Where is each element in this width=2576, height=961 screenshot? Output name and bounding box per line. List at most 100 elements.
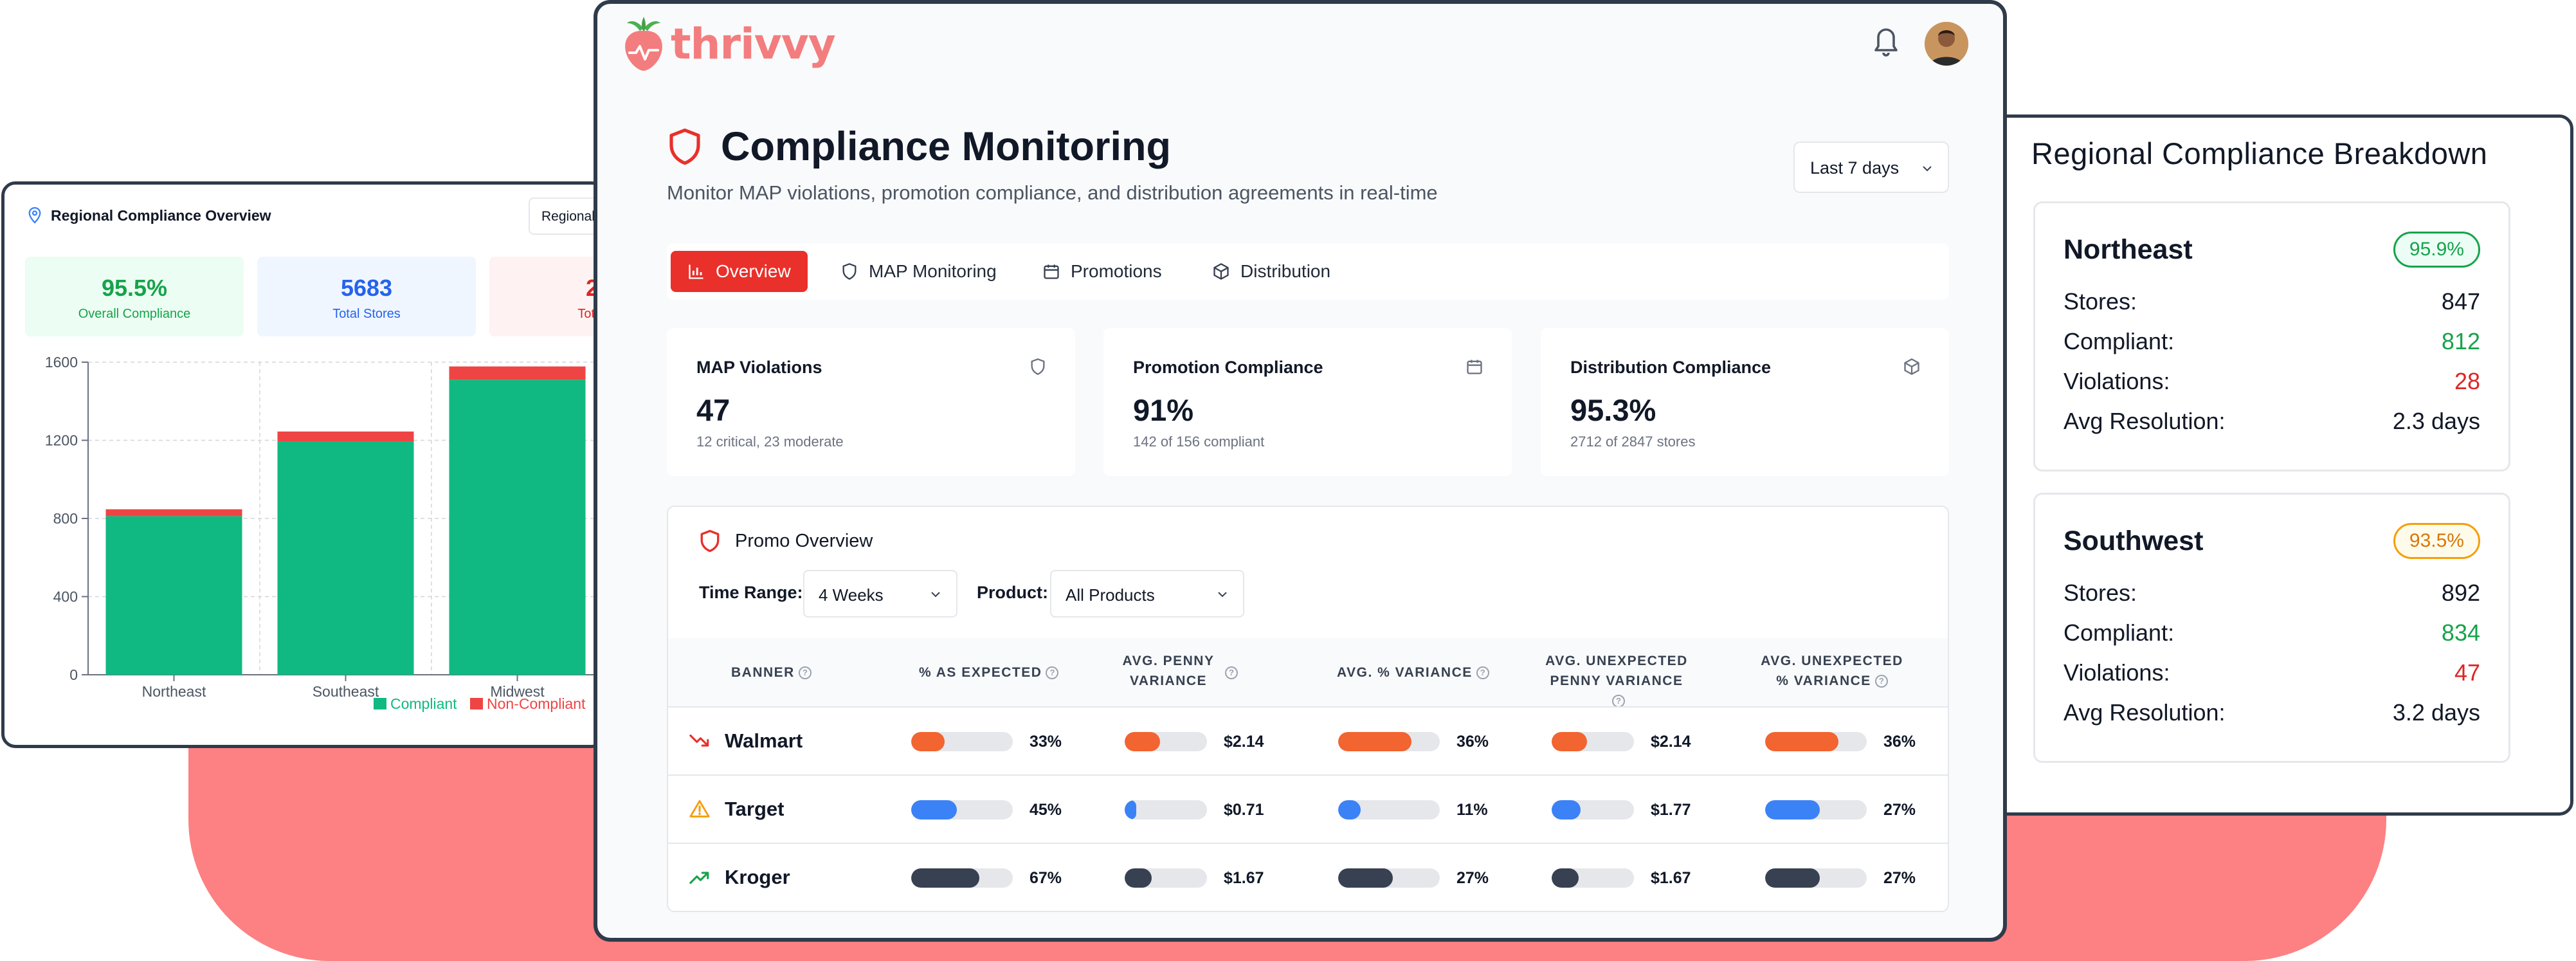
product-select[interactable]: All Products bbox=[1050, 570, 1244, 618]
metric-card-promotion-compliance: Promotion Compliance 91% 142 of 156 comp… bbox=[1103, 328, 1512, 476]
cell-value: 11% bbox=[1456, 800, 1488, 819]
tab-overview[interactable]: Overview bbox=[671, 251, 808, 292]
metric-title: MAP Violations bbox=[696, 358, 822, 377]
progress-track bbox=[911, 732, 1013, 751]
column-header-banner[interactable]: BANNER? bbox=[731, 663, 812, 682]
column-header-text: AVG. UNEXPECTED % VARIANCE bbox=[1761, 654, 1903, 688]
page-title: Compliance Monitoring bbox=[721, 124, 1171, 169]
column-header-as-expected[interactable]: % AS EXPECTED? bbox=[919, 663, 1059, 682]
progress-fill bbox=[1552, 868, 1579, 888]
tab-map-monitoring[interactable]: MAP Monitoring bbox=[824, 251, 1013, 292]
progress-track bbox=[1552, 800, 1634, 819]
cell-penny-variance: $2.14 bbox=[1125, 732, 1264, 751]
column-header-text: AVG. UNEXPECTED PENNY VARIANCE bbox=[1545, 654, 1688, 688]
info-icon: ? bbox=[1476, 666, 1489, 680]
progress-fill bbox=[911, 800, 957, 819]
metric-title: Distribution Compliance bbox=[1570, 358, 1772, 377]
column-header-unexpected-penny[interactable]: AVG. UNEXPECTED PENNY VARIANCE? bbox=[1543, 651, 1691, 711]
row-label: Avg Resolution: bbox=[2064, 699, 2226, 726]
region-card-southwest: Southwest 93.5% Stores: 892 Compliant: 834… bbox=[2033, 493, 2510, 763]
metric-subtext: 12 critical, 23 moderate bbox=[696, 434, 844, 450]
table-row-kroger[interactable]: Kroger 67% $1.67 27% $1.67 27% bbox=[668, 843, 1948, 911]
user-avatar[interactable] bbox=[1925, 22, 1968, 66]
kpi-value: 5683 bbox=[340, 275, 393, 301]
cell-value: $2.14 bbox=[1651, 732, 1691, 751]
info-icon: ? bbox=[1046, 666, 1059, 680]
progress-fill bbox=[1765, 868, 1820, 888]
table-row-target[interactable]: Target 45% $0.71 11% $1.77 27% bbox=[668, 774, 1948, 843]
compliance-app-window: thrivvy Compliance Monitoring Monitor MA… bbox=[594, 0, 2007, 942]
compliance-badge: 95.9% bbox=[2393, 232, 2480, 268]
time-range-select[interactable]: 4 Weeks bbox=[803, 570, 957, 618]
banner-cell: Target bbox=[689, 798, 784, 821]
calendar-icon bbox=[1467, 360, 1482, 374]
banner-name: Kroger bbox=[725, 866, 790, 888]
progress-fill bbox=[911, 732, 945, 751]
bell-icon[interactable] bbox=[1871, 23, 1901, 58]
cell-unexpected-penny: $2.14 bbox=[1552, 732, 1691, 751]
progress-track bbox=[1338, 732, 1440, 751]
column-header-unexpected-pct[interactable]: AVG. UNEXPECTED % VARIANCE? bbox=[1755, 651, 1909, 691]
column-header-penny-variance-info: ? bbox=[1221, 663, 1238, 682]
time-range-value: 4 Weeks bbox=[819, 585, 884, 605]
bar-compliant bbox=[449, 380, 586, 675]
progress-fill bbox=[1552, 732, 1588, 751]
column-header-pct-variance[interactable]: AVG. % VARIANCE? bbox=[1337, 663, 1489, 682]
progress-track bbox=[1765, 868, 1867, 888]
violations-row: Violations: 28 bbox=[2064, 368, 2480, 395]
cell-value: $2.14 bbox=[1224, 732, 1264, 751]
row-label: Compliant: bbox=[2064, 328, 2175, 354]
shield-icon bbox=[842, 263, 857, 280]
section-tabs: Overview MAP Monitoring Promotions Distr… bbox=[667, 243, 1949, 300]
cell-penny-variance: $0.71 bbox=[1125, 800, 1264, 819]
tab-label: Promotions bbox=[1071, 261, 1162, 281]
progress-fill bbox=[1552, 800, 1581, 819]
column-header-penny-variance[interactable]: AVG. PENNY VARIANCE bbox=[1117, 651, 1220, 691]
regional-overview-panel: Regional Compliance Overview Regional 95… bbox=[1, 181, 606, 748]
progress-track bbox=[1765, 800, 1867, 819]
tab-distribution[interactable]: Distribution bbox=[1195, 251, 1347, 292]
region-card-northeast: Northeast 95.9% Stores: 847 Compliant: 812… bbox=[2033, 201, 2510, 471]
calendar-icon bbox=[1044, 264, 1059, 279]
thrivvy-logo[interactable]: thrivvy bbox=[621, 14, 836, 73]
y-tick-label: 800 bbox=[53, 510, 78, 527]
x-tick-label: Midwest bbox=[490, 683, 545, 700]
progress-track bbox=[911, 868, 1013, 888]
y-tick-label: 400 bbox=[53, 589, 78, 605]
stores-row: Stores: 892 bbox=[2064, 580, 2480, 607]
promo-overview-title: Promo Overview bbox=[735, 530, 873, 551]
cell-value: $1.67 bbox=[1224, 868, 1264, 887]
cell-as-expected: 33% bbox=[911, 732, 1062, 751]
chevron-down-icon bbox=[931, 592, 940, 598]
row-label: Violations: bbox=[2064, 368, 2170, 394]
banner-cell: Kroger bbox=[689, 866, 790, 889]
row-label: Avg Resolution: bbox=[2064, 408, 2226, 434]
date-range-select[interactable]: Last 7 days bbox=[1793, 142, 1949, 193]
cell-value: 67% bbox=[1029, 868, 1062, 887]
bar-chart-icon bbox=[689, 264, 703, 279]
progress-fill bbox=[1765, 732, 1838, 751]
promo-table-header: BANNER? % AS EXPECTED? AVG. PENNY VARIAN… bbox=[668, 638, 1948, 708]
shield-icon bbox=[1031, 358, 1045, 375]
table-row-walmart[interactable]: Walmart 33% $2.14 36% $2.14 36% bbox=[668, 706, 1948, 774]
progress-track bbox=[1125, 732, 1207, 751]
regional-overview-header: Regional Compliance Overview bbox=[28, 206, 271, 224]
row-label: Compliant: bbox=[2064, 619, 2175, 646]
violations-row: Violations: 47 bbox=[2064, 659, 2480, 686]
breakdown-title: Regional Compliance Breakdown bbox=[2031, 136, 2488, 170]
box-icon bbox=[1213, 263, 1229, 280]
region-select[interactable]: Regional bbox=[529, 197, 603, 235]
metric-value: 47 bbox=[696, 393, 730, 427]
row-value: 812 bbox=[2441, 328, 2480, 354]
cell-unexpected-pct: 27% bbox=[1765, 800, 1916, 819]
progress-fill bbox=[1125, 868, 1152, 888]
tab-promotions[interactable]: Promotions bbox=[1026, 251, 1179, 292]
y-tick-label: 0 bbox=[69, 666, 78, 683]
strawberry-logo-icon bbox=[625, 17, 662, 71]
row-label: Stores: bbox=[2064, 288, 2137, 315]
y-tick-label: 1200 bbox=[45, 432, 78, 449]
cell-value: $0.71 bbox=[1224, 800, 1264, 819]
cell-value: 45% bbox=[1029, 800, 1062, 819]
cell-unexpected-pct: 36% bbox=[1765, 732, 1916, 751]
